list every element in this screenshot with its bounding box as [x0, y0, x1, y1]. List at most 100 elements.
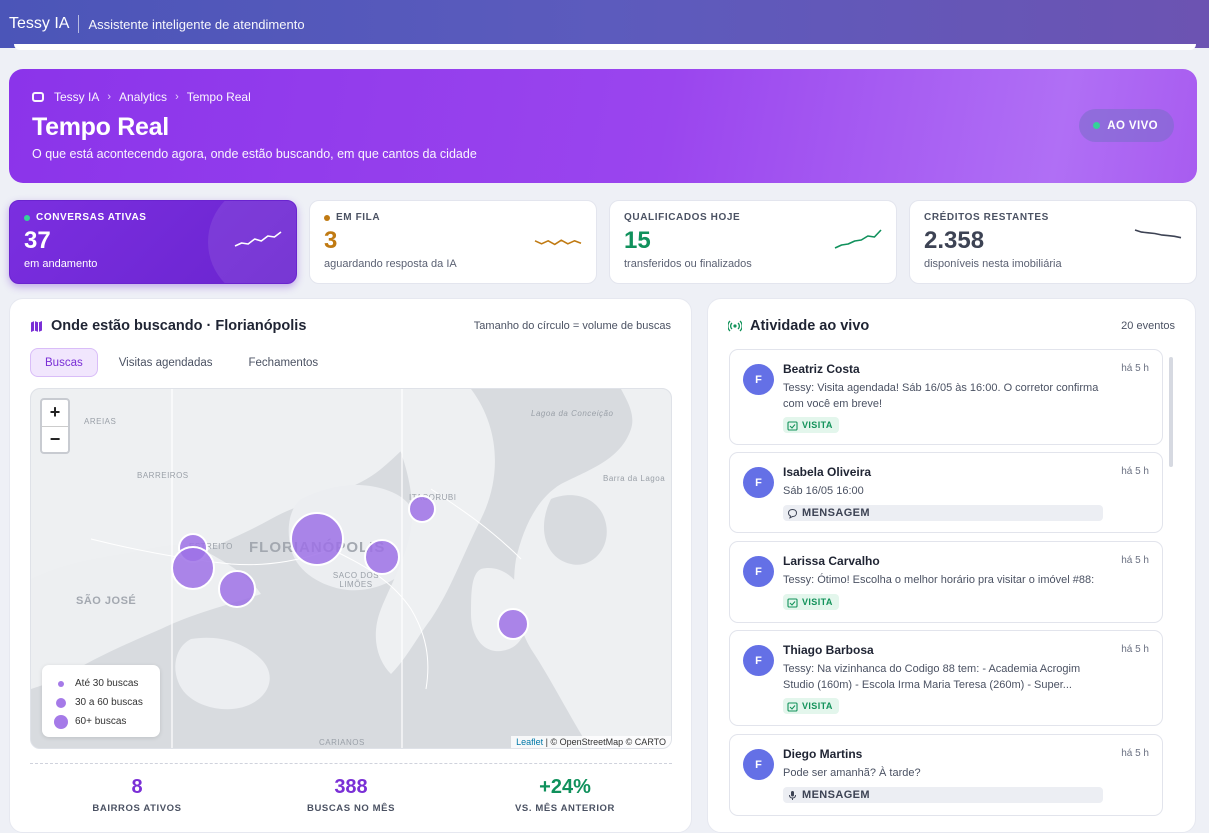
calendar-check-icon [787, 597, 798, 608]
event-message: Pode ser amanhã? À tarde? [783, 767, 921, 779]
tab-closings[interactable]: Fechamentos [248, 356, 319, 369]
large-circle-icon [54, 714, 68, 729]
map-label-estreito: ESTREITO [189, 542, 233, 551]
kpi-description: aguardando resposta da IA [324, 258, 457, 270]
stat-monthly-searches: 388 BUSCAS NO MÊS [244, 776, 458, 814]
stat-value: +24% [539, 776, 591, 798]
zoom-out-button[interactable]: − [42, 425, 68, 453]
search-bubble[interactable] [171, 546, 215, 590]
broadcast-icon [728, 320, 742, 332]
breadcrumb-item[interactable]: Analytics [119, 90, 168, 104]
event-message: Sáb 16/05 16:00 [783, 485, 864, 497]
activity-item[interactable]: F Isabela Oliveira há 5 h Sáb 16/05 16:0… [729, 452, 1163, 533]
tab-scheduled-visits[interactable]: Visitas agendadas [118, 356, 213, 369]
kpi-label: QUALIFICADOS HOJE [624, 212, 882, 223]
activity-panel-title: Atividade ao vivo [728, 318, 869, 334]
sparkline-line [534, 239, 582, 246]
map-tabs: Buscas Visitas agendadas Fechamentos [30, 348, 333, 377]
app-tagline: Assistente inteligente de atendimento [88, 16, 305, 32]
stat-vs-previous-month: +24% VS. MÊS ANTERIOR [458, 776, 672, 814]
attribution-text: | © OpenStreetMap © CARTO [545, 737, 666, 747]
badge-label: MENSAGEM [802, 789, 870, 801]
activity-item[interactable]: F Beatriz Costa há 5 h Tessy: Visita age… [729, 349, 1163, 445]
stat-label: BAIRROS ATIVOS [92, 803, 182, 814]
search-heatmap[interactable]: FLORIANÓPOLIS SÃO JOSÉ BARREIROS AREIAS … [30, 388, 672, 749]
kpi-card-queue[interactable]: EM FILA 3 aguardando resposta da IA [309, 200, 597, 284]
activity-panel: Atividade ao vivo 20 eventos F Beatriz C… [707, 298, 1196, 833]
map-label-barreiros: BARREIROS [137, 471, 189, 480]
kpi-description: em andamento [24, 258, 98, 270]
kpi-card-active-conversations[interactable]: CONVERSAS ATIVAS 37 em andamento [9, 200, 297, 284]
map-attribution: Leaflet | © OpenStreetMap © CARTO [511, 736, 671, 748]
map-title-text: Onde estão buscando · Florianópolis [51, 318, 307, 334]
event-time: há 5 h [1121, 555, 1149, 566]
map-label-carianos: CARIANOS [319, 738, 365, 747]
small-circle-icon [58, 680, 64, 687]
map-stats: 8 BAIRROS ATIVOS 388 BUSCAS NO MÊS +24% … [30, 763, 672, 814]
search-bubble[interactable] [218, 570, 256, 608]
stat-label: VS. MÊS ANTERIOR [514, 803, 616, 814]
legend-item: 30 a 60 buscas [54, 693, 148, 712]
activity-item[interactable]: F Diego Martins há 5 h Pode ser amanhã? … [729, 734, 1163, 816]
activity-item[interactable]: F Thiago Barbosa há 5 h Tessy: Na vizinh… [729, 630, 1163, 726]
app-title[interactable]: Tessy IA [9, 15, 70, 32]
avatar: F [743, 556, 774, 587]
breadcrumb: Tessy IA › Analytics › Tempo Real [32, 90, 1174, 104]
map-label-itacorubi: ITACORUBI [409, 493, 457, 502]
event-type-badge: VISITA [783, 698, 839, 714]
badge-label: VISITA [802, 701, 833, 711]
hero-banner: Tessy IA › Analytics › Tempo Real Tempo … [9, 69, 1197, 183]
search-bubble[interactable] [408, 495, 436, 523]
contact-name: Larissa Carvalho [783, 554, 880, 568]
event-type-badge: VISITA [783, 417, 839, 433]
search-bubble[interactable] [290, 512, 344, 566]
event-time: há 5 h [1121, 748, 1149, 759]
map-label-lagoa: Lagoa da Conceição [531, 409, 614, 418]
kpi-card-credits[interactable]: CRÉDITOS RESTANTES 2.358 disponíveis nes… [909, 200, 1197, 284]
event-message: Tessy: Ótimo! Escolha o melhor horário p… [783, 574, 1095, 586]
activity-item[interactable]: F Larissa Carvalho há 5 h Tessy: Ótimo! … [729, 541, 1163, 623]
event-message: Tessy: Na vizinhanca do Codigo 88 tem: -… [783, 663, 1081, 691]
event-type-badge: MENSAGEM [783, 505, 1103, 521]
breadcrumb-item: Tempo Real [186, 90, 251, 104]
zoom-in-button[interactable]: + [49, 402, 61, 423]
chevron-right-icon: › [107, 91, 112, 103]
stat-active-neighborhoods: 8 BAIRROS ATIVOS [30, 776, 244, 814]
avatar: F [743, 749, 774, 780]
kpi-card-qualified[interactable]: QUALIFICADOS HOJE 15 transferidos ou fin… [609, 200, 897, 284]
search-bubbles [171, 495, 529, 640]
robot-icon [32, 92, 44, 102]
chevron-right-icon: › [175, 91, 179, 103]
search-bubble[interactable] [497, 608, 529, 640]
legend-label: 60+ buscas [75, 716, 127, 727]
feed-scrollbar[interactable] [1169, 357, 1173, 467]
sparkline-chart [234, 231, 282, 247]
leaflet-link[interactable]: Leaflet [516, 737, 544, 747]
badge-label: VISITA [802, 420, 833, 430]
badge-label: MENSAGEM [802, 507, 870, 519]
event-time: há 5 h [1121, 644, 1149, 655]
status-dot-icon [324, 214, 330, 221]
page-title: Tempo Real [32, 113, 169, 141]
event-message: Tessy: Visita agendada! Sáb 16/05 às 16:… [783, 382, 1099, 410]
search-bubble[interactable] [364, 539, 400, 575]
live-label: AO VIVO [1107, 119, 1158, 132]
tab-searches[interactable]: Buscas [30, 348, 98, 377]
header-strip [14, 44, 1196, 50]
header-divider [78, 15, 80, 33]
kpi-label-text: QUALIFICADOS HOJE [624, 212, 741, 223]
kpi-value: 37 [24, 227, 51, 254]
sparkline-chart [1134, 229, 1182, 239]
medium-circle-icon [56, 697, 66, 708]
event-count: 20 eventos [1121, 320, 1175, 332]
kpi-label: CONVERSAS ATIVAS [24, 212, 282, 223]
map-legend: Até 30 buscas 30 a 60 buscas 60+ buscas [42, 665, 160, 737]
page-subtitle: O que está acontecendo agora, onde estão… [32, 147, 477, 161]
stat-value: 8 [131, 776, 143, 798]
stat-label: BUSCAS NO MÊS [306, 803, 396, 814]
legend-item: Até 30 buscas [54, 674, 148, 693]
legend-label: 30 a 60 buscas [75, 697, 143, 708]
kpi-label-text: EM FILA [336, 212, 381, 223]
breadcrumb-item[interactable]: Tessy IA [54, 90, 100, 104]
kpi-value: 15 [624, 227, 651, 254]
